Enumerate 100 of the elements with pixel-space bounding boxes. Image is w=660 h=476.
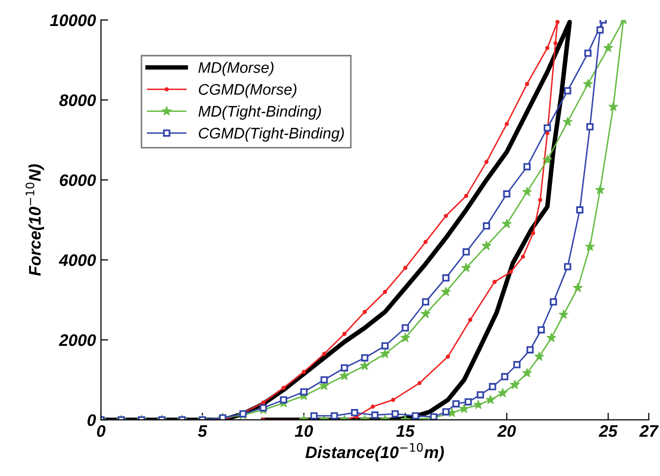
point [381, 342, 389, 350]
point [422, 298, 430, 306]
point [558, 309, 569, 319]
point [452, 400, 460, 408]
point [340, 364, 348, 372]
y-tick-label: 6000 [60, 174, 96, 186]
legend-label: CGMD(Tight-Binding) [198, 127, 344, 142]
point [545, 131, 550, 136]
point [281, 386, 286, 390]
y-tick-label: 8000 [59, 94, 96, 106]
point [370, 404, 375, 409]
point [380, 348, 390, 358]
point [608, 102, 618, 112]
point [392, 410, 399, 418]
point [260, 404, 267, 412]
point [524, 82, 530, 86]
point [572, 282, 583, 292]
point [498, 388, 508, 398]
x-axis-title: Distance(10$^{−10}$m) [306, 443, 444, 462]
point [481, 240, 492, 250]
point [584, 241, 595, 251]
point [391, 398, 396, 402]
y-tick-label: 4000 [58, 254, 96, 266]
point [564, 263, 572, 270]
point [492, 280, 497, 284]
point [482, 222, 490, 230]
x-tick-label: 15 [396, 425, 415, 437]
point [302, 370, 306, 374]
x-tick-label: 10 [294, 425, 313, 437]
point [461, 262, 472, 272]
legend-label: CGMD(Morse) [198, 84, 296, 98]
point [503, 190, 510, 198]
point [544, 124, 551, 132]
point [322, 352, 326, 356]
point [576, 206, 584, 214]
point [468, 318, 472, 322]
point [484, 160, 489, 164]
point [534, 351, 544, 361]
point [442, 274, 450, 282]
point [584, 50, 592, 57]
point [412, 412, 420, 420]
y-tick-label: 2000 [58, 334, 96, 346]
point [501, 373, 508, 380]
point [526, 346, 534, 354]
point [538, 198, 542, 202]
point [424, 240, 428, 244]
point [339, 370, 350, 380]
point [502, 218, 512, 228]
point [476, 391, 484, 398]
point [542, 154, 552, 164]
point [330, 412, 338, 420]
point [402, 324, 409, 332]
point [523, 163, 531, 170]
point [350, 409, 358, 416]
x-tick-label: 0 [97, 425, 106, 437]
point [464, 194, 468, 198]
legend-label: MD(Morse) [198, 62, 274, 76]
point [362, 310, 367, 314]
legend-label: MD(Tight-Binding) [198, 105, 321, 120]
point [562, 116, 573, 126]
point [300, 388, 308, 396]
point [586, 123, 594, 130]
point [538, 326, 545, 334]
point [531, 231, 536, 236]
point [473, 400, 484, 410]
x-tick-label: 27 [639, 425, 659, 437]
point [510, 380, 520, 390]
point [522, 186, 532, 196]
point [310, 412, 318, 420]
point [361, 354, 368, 362]
point [504, 122, 509, 126]
point [553, 41, 558, 46]
point [440, 286, 451, 296]
point [555, 20, 560, 24]
point [446, 354, 450, 359]
y-axis-title: Force(10$^{−10}$N) [26, 164, 44, 276]
point [320, 376, 328, 384]
point [444, 214, 448, 218]
point [382, 290, 388, 294]
point [400, 332, 410, 342]
point [442, 408, 450, 416]
y-tick-label: 0 [88, 414, 96, 426]
point [280, 396, 288, 404]
point [546, 332, 556, 342]
point [464, 398, 472, 406]
point [522, 368, 532, 378]
point [462, 248, 470, 256]
point [417, 380, 422, 386]
y-tick-label: 10000 [50, 14, 96, 26]
point [488, 383, 496, 390]
point [371, 411, 378, 419]
point [459, 404, 470, 414]
x-tick-label: 25 [598, 425, 618, 437]
point [420, 308, 431, 318]
point [342, 332, 347, 336]
point [403, 266, 408, 270]
point [447, 408, 457, 418]
point [595, 184, 606, 194]
point [582, 78, 593, 88]
point [596, 26, 604, 34]
